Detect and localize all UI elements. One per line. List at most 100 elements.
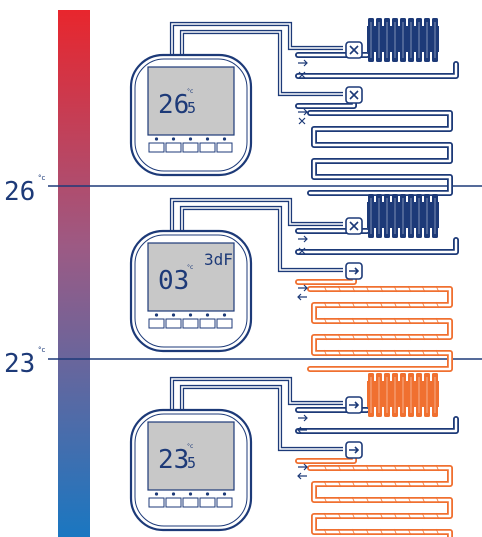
heat-wave-mark [421,317,426,325]
thermostat-button [148,142,165,153]
thermostat-button-marker [188,137,193,141]
thermostat-button [165,142,182,153]
thermostat-button-marker [188,313,193,317]
return-arrow-icon [297,472,307,480]
heat-wave-mark [337,464,342,472]
heat-wave-mark [323,480,328,488]
heat-wave-mark [365,464,370,472]
heat-wave-mark [379,317,384,325]
heat-wave-mark [337,528,342,536]
thermostat-button-marker [205,492,210,496]
thermostat-button-marker [171,313,176,317]
heat-wave-mark [323,333,328,341]
supply-arrow-icon [298,284,308,292]
heat-wave-mark [351,317,356,325]
thermostat-button-marker [171,492,176,496]
thermostat-button-marker [222,313,227,317]
thermostat-lcd [147,66,235,136]
thermostat-button [182,142,199,153]
heat-wave-mark [351,285,356,293]
heat-wave-mark [407,512,412,520]
closed-valve-x-icon [349,221,359,231]
wire-to-radiator-valve-core [171,23,343,62]
floor-loop-pipe [307,286,453,372]
heat-wave-mark [351,333,356,341]
radiator-valve [345,396,363,414]
radiator-return-pipe-core [296,417,458,433]
thermostat-button-marker [222,492,227,496]
heat-wave-mark [407,528,412,536]
heat-wave-mark [407,496,412,504]
open-valve-arrow-icon [349,446,360,454]
thermostat-button [165,318,182,329]
heat-wave-mark [337,512,342,520]
heat-wave-mark [435,512,440,520]
heat-wave-mark [323,496,328,504]
upper-threshold-unit: °c [38,174,46,182]
supply-arrow-icon [298,414,308,422]
thermostat-lcd [147,242,235,312]
supply-arrow-icon [298,59,308,67]
heat-wave-mark [365,496,370,504]
heat-wave-mark [379,496,384,504]
heat-wave-mark [351,528,356,536]
heat-wave-mark [421,285,426,293]
zone-panel-mid: 03°c 3dF [129,194,459,372]
heat-wave-mark [337,301,342,309]
supply-arrow-icon [298,108,308,116]
thermostat-button-marker [222,137,227,141]
heat-wave-mark [351,464,356,472]
thermostat-button [199,318,216,329]
heat-wave-mark [421,528,426,536]
heat-wave-mark [393,333,398,341]
heat-wave-mark [393,349,398,357]
floor-valve [345,441,363,459]
heat-wave-mark [351,349,356,357]
open-valve-arrow-icon [349,267,360,275]
thermostat-button [148,497,165,508]
radiator [367,18,439,62]
thermostat-button [165,497,182,508]
heat-wave-mark [351,496,356,504]
heat-wave-mark [435,464,440,472]
radiator-return-pipe-core [296,62,458,78]
heat-wave-mark [379,528,384,536]
heat-wave-mark [365,317,370,325]
heat-wave-mark [337,285,342,293]
thermostat-button [199,142,216,153]
lower-threshold-label: 23 [4,349,35,379]
thermostat-bezel [134,413,248,527]
thermostat-button [199,497,216,508]
wire-to-floor-valve-core [181,31,343,95]
heat-wave-mark [337,333,342,341]
floor-loop-pipe [307,110,453,196]
radiator-return-pipe-core [296,238,458,254]
heat-wave-mark [379,301,384,309]
heat-wave-mark [365,528,370,536]
heat-wave-mark [421,464,426,472]
zone-panel-cold: 23°c 5 [129,373,459,537]
thermostat-button [216,142,233,153]
heat-wave-mark [379,349,384,357]
heat-wave-mark [435,496,440,504]
underfloor-heating-loop [307,110,453,196]
heat-wave-mark [337,480,342,488]
lcd-decimal: 5 [187,99,196,117]
heat-wave-mark [337,349,342,357]
floor-loop-pipe [307,465,453,537]
open-valve-arrow-icon [349,401,360,409]
floor-valve [345,262,363,280]
thermostat-button-marker [154,137,159,141]
heat-wave-mark [393,480,398,488]
heat-wave-mark [379,333,384,341]
thermostat-bezel [134,58,248,172]
heat-wave-mark [393,528,398,536]
heat-wave-mark [421,333,426,341]
heat-wave-mark [435,301,440,309]
floor-loop-pipe-core [308,287,452,371]
radiator-return-pipe [295,416,459,434]
thermostat-button [182,497,199,508]
heat-wave-mark [323,285,328,293]
heat-wave-mark [435,349,440,357]
